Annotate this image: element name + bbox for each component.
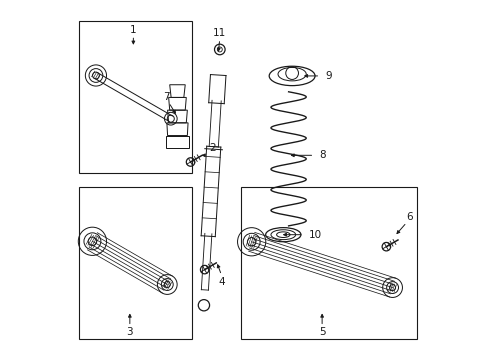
Text: 1: 1 — [130, 25, 137, 35]
Text: 8: 8 — [319, 150, 325, 160]
Text: 9: 9 — [325, 71, 331, 81]
Text: 2: 2 — [209, 143, 216, 153]
Text: 11: 11 — [213, 27, 226, 37]
Text: 5: 5 — [318, 327, 325, 337]
Text: 3: 3 — [126, 327, 133, 337]
Text: 10: 10 — [308, 230, 321, 240]
Text: 7: 7 — [163, 92, 169, 102]
Bar — [241, 187, 417, 339]
Text: 6: 6 — [406, 212, 412, 222]
Bar — [79, 187, 191, 339]
Bar — [79, 21, 191, 173]
Text: 4: 4 — [218, 277, 224, 287]
